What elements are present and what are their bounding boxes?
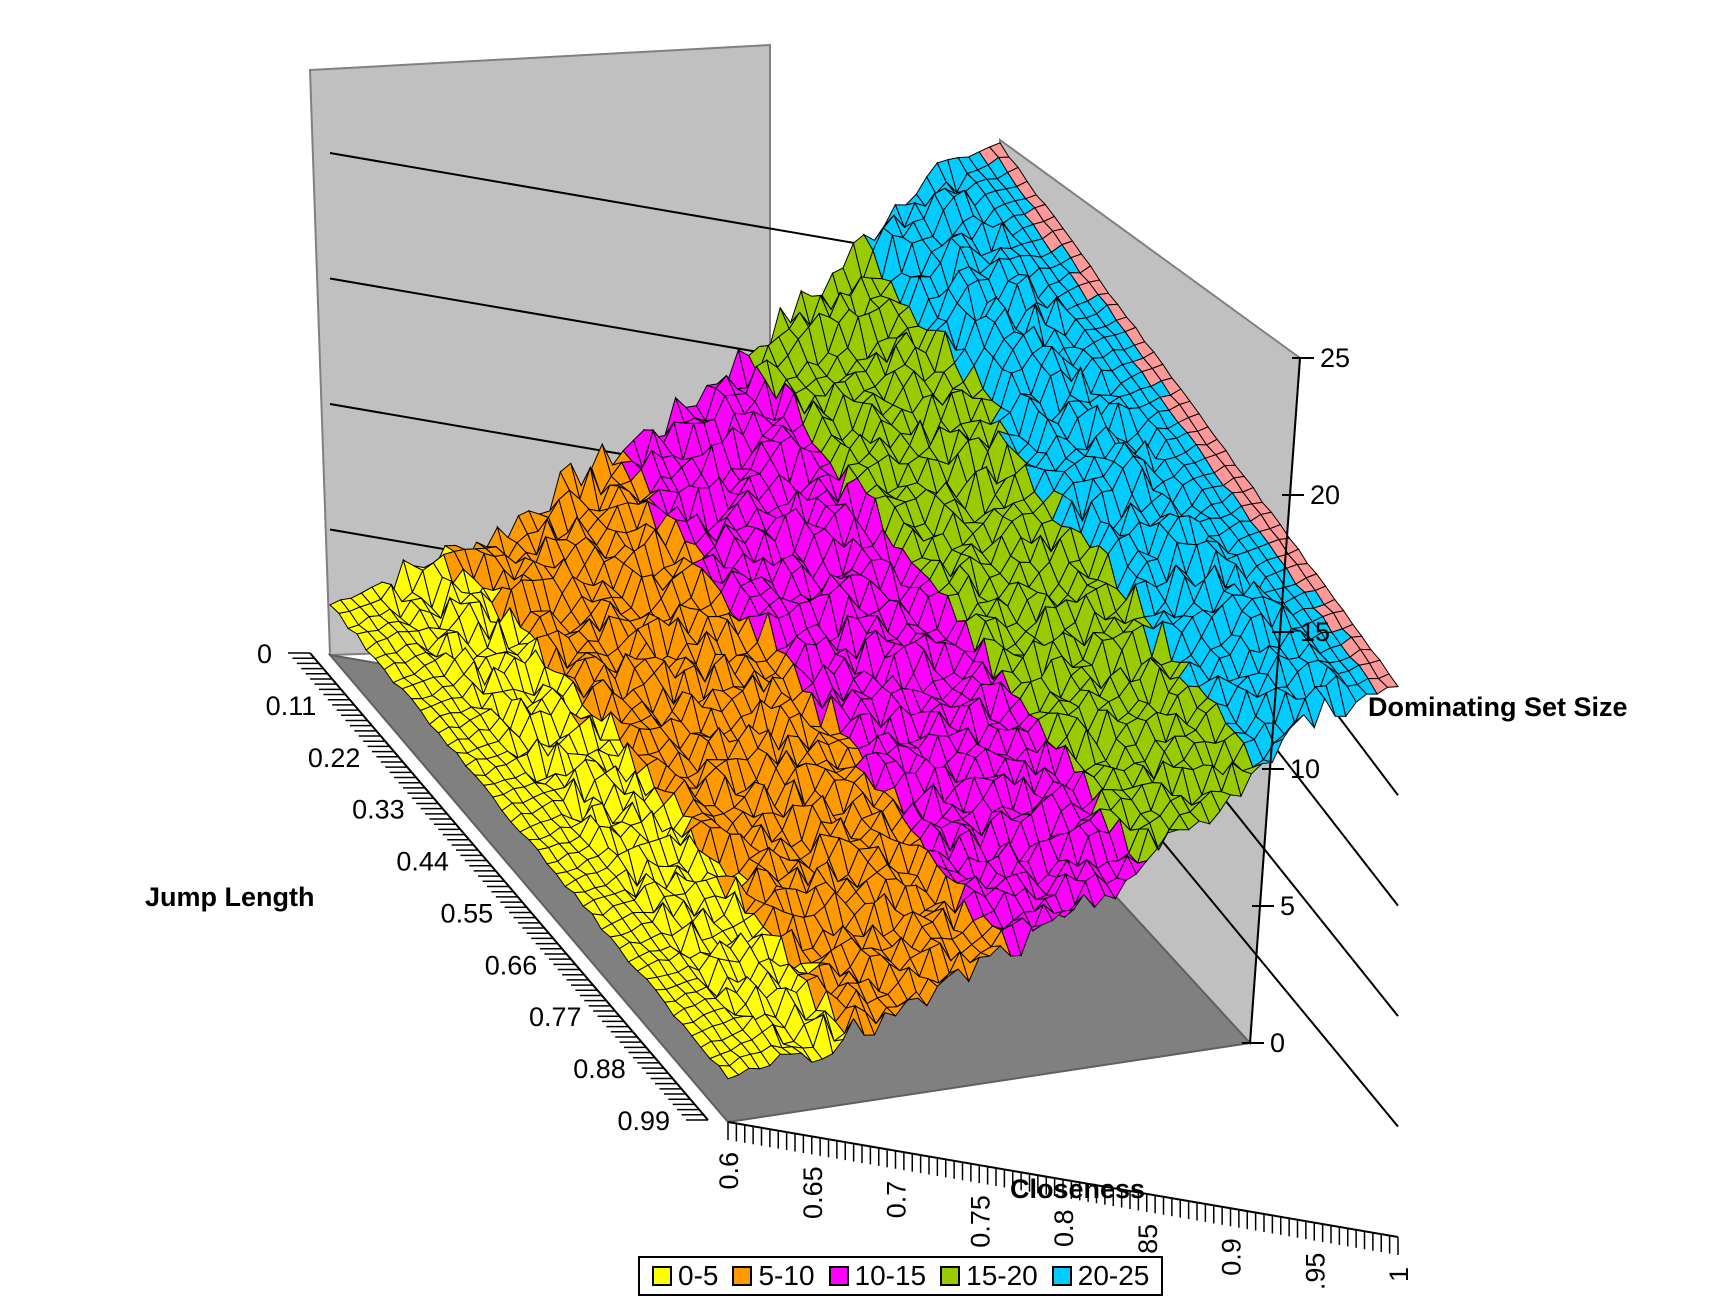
closeness-tick-label: 0.6 (714, 1152, 744, 1190)
jump-tick-label: 0.77 (529, 1002, 582, 1032)
jump-tick-label: 0.44 (396, 847, 449, 877)
closeness-tick-label: 0.9 (1217, 1238, 1247, 1276)
legend-item: 20-25 (1051, 1260, 1150, 1292)
y-axis-title: Jump Length (145, 882, 315, 912)
closeness-tick-label: 0.7 (882, 1181, 912, 1219)
surface-mesh (329, 142, 1399, 1080)
legend-label: 10-15 (854, 1260, 927, 1291)
jump-tick-label: 0.33 (352, 795, 405, 825)
legend-label: 5-10 (758, 1260, 815, 1291)
size-tick-label: 15 (1300, 617, 1330, 647)
surface-cell (718, 1065, 740, 1080)
jump-tick-label: 0.55 (441, 898, 494, 928)
closeness-tick-label: 0.95 (1300, 1253, 1330, 1290)
legend-swatch (1051, 1266, 1072, 1286)
closeness-tick-label: 1 (1384, 1267, 1414, 1282)
legend-label: 0-5 (678, 1260, 719, 1291)
closeness-tick-label: 0.8 (1049, 1210, 1079, 1248)
axes: 0 0.11 0.22 0.33 0.44 0.55 0.66 0.77 0.88 0.99 0.6… (257, 343, 1414, 1290)
x-axis-title: Closeness (1010, 1174, 1145, 1204)
closeness-tick-label: 0.65 (798, 1166, 828, 1219)
legend-label: 20-25 (1077, 1260, 1150, 1291)
size-axis-line (1249, 357, 1301, 1044)
jump-tick-label: 0.66 (485, 950, 538, 980)
legend-swatch (732, 1266, 753, 1286)
legend-item: 0-5 (652, 1260, 718, 1292)
legend-swatch (828, 1266, 849, 1286)
legend-swatch (652, 1266, 672, 1286)
jump-tick-label: 0 (257, 639, 272, 669)
size-tick-label: 0 (1270, 1028, 1285, 1058)
jump-tick-label: 0.11 (266, 691, 317, 721)
z-axis-title: Dominating Set Size (1368, 692, 1628, 722)
jump-tick-label: 0.99 (617, 1106, 670, 1136)
legend: 0-5 5-10 10-15 15-20 20-25 (638, 1256, 1164, 1296)
legend-item: 15-20 (940, 1260, 1038, 1292)
jump-tick-label: 0.22 (308, 743, 361, 773)
size-tick-label: 20 (1310, 480, 1340, 510)
size-tick-label: 10 (1290, 754, 1320, 784)
closeness-tick-label: 0.75 (965, 1195, 995, 1248)
legend-item: 10-15 (828, 1260, 927, 1292)
legend-swatch (940, 1266, 961, 1286)
jump-tick-label: 0.88 (573, 1054, 626, 1084)
legend-label: 15-20 (966, 1260, 1038, 1291)
size-tick-label: 5 (1280, 891, 1295, 921)
legend-item: 5-10 (732, 1260, 815, 1292)
size-tick-label: 25 (1320, 343, 1350, 373)
